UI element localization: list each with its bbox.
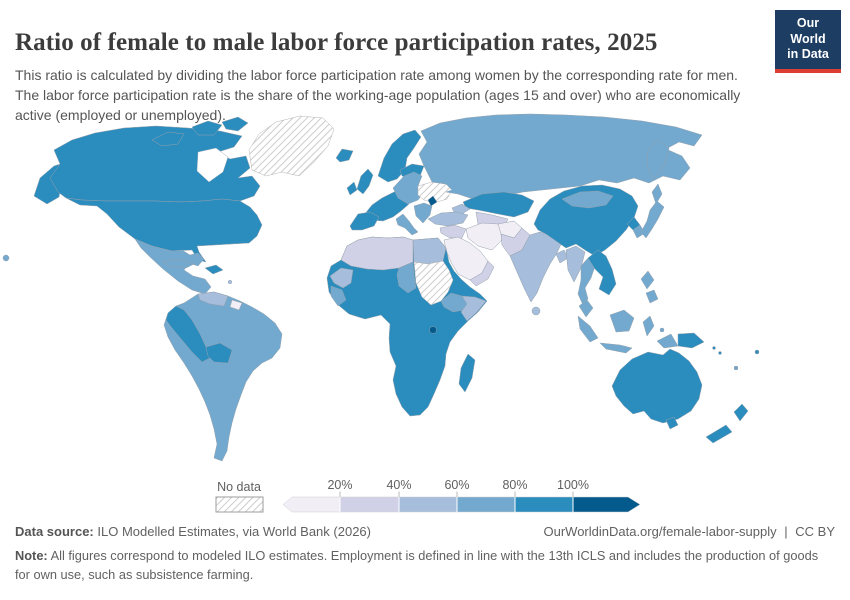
region-venezuela[interactable] — [197, 291, 229, 307]
legend-tick-100: 100% — [557, 478, 589, 492]
region-hawaii[interactable] — [2, 254, 10, 262]
legend-bin-20-40[interactable] — [339, 496, 400, 513]
region-malaysia[interactable] — [578, 299, 594, 318]
region-bolivia[interactable] — [205, 342, 233, 364]
region-philippines[interactable] — [645, 289, 659, 304]
region-borneo[interactable] — [609, 309, 635, 333]
region-rwanda-burundi[interactable] — [429, 326, 437, 334]
region-australia[interactable] — [611, 348, 703, 424]
region-suriname[interactable] — [229, 299, 243, 311]
world-choropleth-map — [2, 113, 760, 462]
legend-bin-lt20[interactable] — [282, 496, 341, 513]
legend-no-data-swatch[interactable] — [215, 496, 264, 513]
region-arctic-islands[interactable] — [221, 116, 249, 132]
region-sulawesi[interactable] — [642, 315, 655, 337]
legend-tick-20: 20% — [327, 478, 352, 492]
region-kazakhstan[interactable] — [462, 191, 535, 218]
region-vietnam-laos-cambodia[interactable] — [587, 249, 617, 296]
region-sumatra[interactable] — [577, 315, 599, 343]
region-papua-new-guinea[interactable] — [677, 332, 705, 349]
region-solomon-islands[interactable] — [712, 346, 716, 350]
region-italy[interactable] — [395, 213, 419, 236]
legend-no-data-label: No data — [217, 480, 261, 494]
region-ireland[interactable] — [346, 181, 358, 196]
region-yemen-oman[interactable] — [469, 260, 495, 287]
region-iberia[interactable] — [349, 211, 380, 231]
region-moldova[interactable] — [427, 195, 438, 207]
owid-logo[interactable]: Our World in Data — [775, 10, 841, 73]
data-source-label: Data source: — [15, 524, 94, 539]
region-japan[interactable] — [640, 200, 665, 239]
region-iran[interactable] — [465, 222, 507, 251]
region-caucasus[interactable] — [451, 203, 471, 215]
region-sudan[interactable] — [413, 260, 454, 306]
region-tasmania[interactable] — [665, 416, 679, 430]
region-west-papua[interactable] — [656, 333, 679, 349]
region-scandinavia[interactable] — [377, 129, 422, 183]
chart-footer: Data source: ILO Modelled Estimates, via… — [15, 524, 835, 584]
region-new-zealand[interactable] — [733, 403, 749, 422]
owid-logo-line1: Our World — [790, 16, 826, 46]
legend-tick-80: 80% — [502, 478, 527, 492]
region-iceland[interactable] — [335, 148, 354, 163]
region-somalia[interactable] — [460, 295, 487, 322]
region-philippines[interactable] — [640, 270, 655, 290]
region-kamchatka[interactable] — [646, 139, 670, 181]
region-niger-chad[interactable] — [396, 261, 417, 294]
legend-bin-60-80[interactable] — [456, 496, 516, 513]
region-lesser-antilles[interactable] — [227, 279, 233, 285]
note-label: Note: — [15, 548, 48, 563]
region-fiji[interactable] — [754, 349, 760, 355]
map-legend: No data 20% 40% 60% 80% 100% — [215, 478, 641, 513]
region-egypt[interactable] — [412, 237, 447, 265]
region-arctic-islands[interactable] — [151, 131, 185, 147]
legend-tick-40: 40% — [386, 478, 411, 492]
region-russia[interactable] — [418, 113, 703, 201]
region-turkey[interactable] — [427, 211, 469, 227]
region-united-states[interactable] — [65, 197, 263, 263]
license-link[interactable]: CC BY — [795, 524, 835, 539]
page-title: Ratio of female to male labor force part… — [15, 28, 658, 56]
region-cuba[interactable] — [162, 258, 195, 269]
region-mongolia[interactable] — [561, 190, 614, 209]
region-sri-lanka[interactable] — [531, 306, 541, 316]
legend-tick-60: 60% — [444, 478, 469, 492]
legend-bin-gt100[interactable] — [572, 496, 641, 513]
region-madagascar[interactable] — [458, 353, 476, 393]
region-india[interactable] — [509, 231, 563, 303]
legend-bin-80-100[interactable] — [514, 496, 574, 513]
chart-url-link[interactable]: OurWorldinData.org/female-labor-supply — [543, 524, 777, 539]
data-source-value: ILO Modelled Estimates, via World Bank (… — [97, 524, 371, 539]
region-united-kingdom[interactable] — [356, 168, 374, 195]
origin-line: OurWorldinData.org/female-labor-supply |… — [543, 524, 835, 539]
region-arctic-islands[interactable] — [191, 120, 223, 136]
note-line: Note: All figures correspond to modeled … — [15, 547, 835, 584]
region-levant-iraq[interactable] — [439, 224, 467, 241]
region-sakhalin[interactable] — [651, 183, 663, 205]
data-source-line: Data source: ILO Modelled Estimates, via… — [15, 524, 371, 539]
owid-logo-line2: in Data — [787, 47, 829, 62]
region-greenland[interactable] — [248, 115, 335, 177]
note-text: All figures correspond to modeled ILO es… — [15, 548, 819, 582]
region-solomon-islands[interactable] — [718, 351, 722, 355]
hudson-bay — [196, 147, 229, 183]
region-china[interactable] — [533, 184, 639, 257]
region-north-africa[interactable] — [340, 236, 414, 271]
legend-bin-40-60[interactable] — [398, 496, 458, 513]
region-balkans-greece[interactable] — [413, 202, 433, 224]
region-mauritania[interactable] — [329, 267, 354, 289]
region-senegal-guinea[interactable] — [330, 285, 347, 307]
region-canada[interactable] — [49, 125, 261, 203]
region-new-zealand[interactable] — [705, 424, 733, 444]
origin-separator: | — [784, 524, 788, 539]
region-new-caledonia[interactable] — [733, 365, 739, 371]
region-java[interactable] — [599, 342, 633, 354]
region-moluccas[interactable] — [659, 327, 665, 333]
chart-subtitle: This ratio is calculated by dividing the… — [15, 67, 741, 123]
region-haiti-dominican-republic[interactable] — [204, 264, 224, 275]
